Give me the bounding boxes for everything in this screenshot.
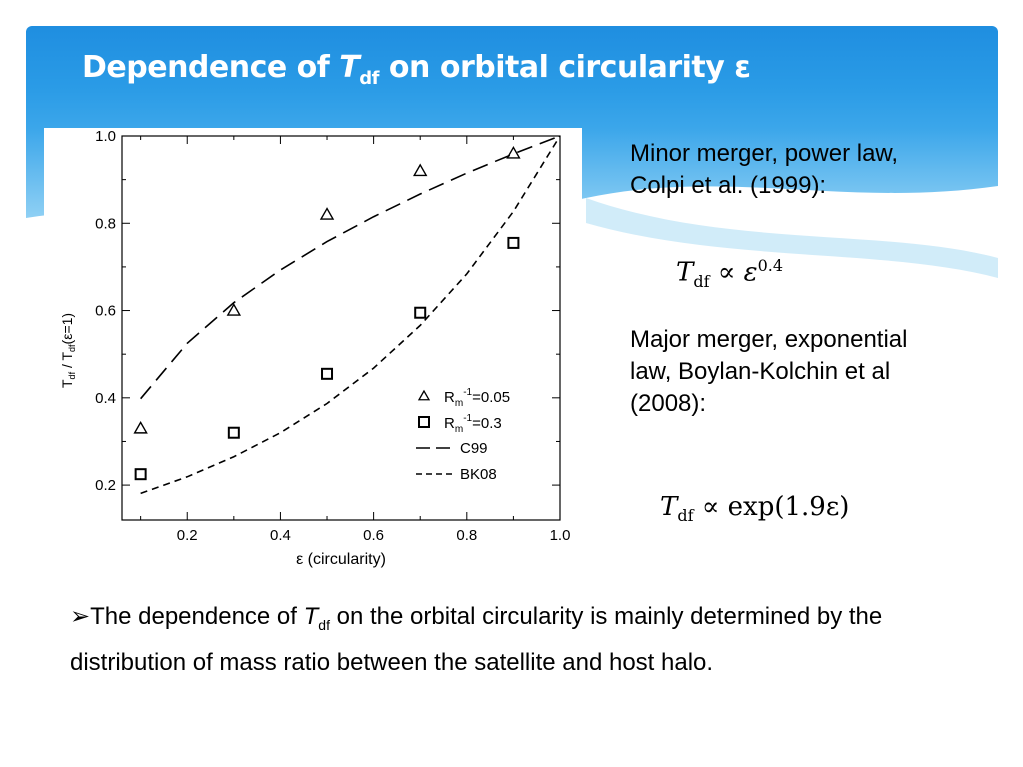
minor-merger-note: Minor merger, power law, Colpi et al. (1… bbox=[630, 140, 899, 199]
conclusion-bullet: ➢The dependence of Tdf on the orbital ci… bbox=[70, 598, 950, 681]
title-subscript: df bbox=[359, 68, 379, 89]
slide-title: Dependence of Tdf on orbital circularity… bbox=[82, 50, 751, 89]
formula2-sub: df bbox=[677, 506, 694, 526]
triangle-point bbox=[319, 207, 335, 220]
legend-label: Rm-1=0.3 bbox=[444, 413, 502, 435]
title-variable: T bbox=[339, 50, 360, 85]
y-tick-label: 0.8 bbox=[95, 215, 116, 232]
y-axis-label: Tdf / Tdf(ε=1) bbox=[59, 313, 77, 388]
exponential-law-formula: Tdf ∝ exp(1.9ε) bbox=[660, 492, 850, 526]
square-point bbox=[414, 306, 427, 319]
formula2-rel: ∝ bbox=[701, 492, 720, 522]
triangle-point bbox=[133, 420, 148, 434]
formula2-var: T bbox=[660, 492, 678, 522]
y-tick-label: 0.6 bbox=[95, 303, 116, 320]
triangle-point bbox=[506, 146, 521, 159]
title-prefix: Dependence of bbox=[82, 50, 340, 85]
y-tick-label: 1.0 bbox=[95, 128, 116, 145]
y-tick-label: 0.2 bbox=[95, 477, 116, 494]
legend: Rm-1=0.05 Rm-1=0.3 C99 BK08 bbox=[416, 387, 510, 483]
formula2-rhs: exp(1.9ε) bbox=[727, 492, 850, 522]
legend-label: Rm-1=0.05 bbox=[444, 387, 510, 409]
bullet-arrow-icon: ➢ bbox=[70, 603, 91, 630]
series-line-c99 bbox=[140, 135, 561, 400]
series-line-bk08 bbox=[140, 135, 561, 495]
formula1-base: ε bbox=[743, 257, 758, 288]
legend-label: BK08 bbox=[460, 466, 497, 483]
y-tick-label: 0.4 bbox=[95, 390, 116, 407]
chart: 0.2 0.4 0.6 0.8 1.0 0.2 0.4 0.6 0.8 1.0 Rm-1=0.05… bbox=[59, 128, 571, 568]
formula1-sub: df bbox=[693, 271, 710, 291]
power-law-formula: Tdf ∝ ε0.4 bbox=[672, 256, 788, 291]
x-tick-label: 0.4 bbox=[270, 527, 291, 544]
bullet-variable: T bbox=[303, 603, 319, 630]
legend-square-marker bbox=[418, 416, 430, 428]
bullet-subscript: df bbox=[318, 616, 330, 633]
legend-label: C99 bbox=[460, 440, 488, 457]
square-point bbox=[134, 468, 147, 481]
chart-panel: 0.2 0.4 0.6 0.8 1.0 0.2 0.4 0.6 0.8 1.0 Rm-1=0.05… bbox=[44, 128, 582, 568]
x-tick-label: 0.6 bbox=[363, 527, 384, 544]
x-tick-label: 1.0 bbox=[550, 527, 571, 544]
plot-frame bbox=[121, 135, 561, 521]
legend-triangle-marker bbox=[417, 389, 431, 401]
formula1-rel: ∝ bbox=[717, 257, 736, 288]
title-bar bbox=[26, 26, 998, 128]
square-point bbox=[227, 426, 240, 439]
triangle-point bbox=[413, 163, 428, 177]
title-suffix: on orbital circularity ε bbox=[378, 50, 751, 85]
bullet-text-part1: The dependence of bbox=[90, 603, 304, 630]
square-point bbox=[321, 367, 334, 380]
bullet-text-part2: on the orbital circularity is mainly det… bbox=[70, 603, 883, 676]
square-point bbox=[507, 236, 520, 249]
x-tick-label: 0.8 bbox=[456, 527, 477, 544]
formula1-exp: 0.4 bbox=[757, 256, 784, 275]
formula1-var: T bbox=[676, 257, 694, 288]
x-axis-label: ε (circularity) bbox=[296, 551, 386, 568]
x-tick-label: 0.2 bbox=[177, 527, 198, 544]
major-merger-note: Major merger, exponential law, Boylan-Ko… bbox=[630, 326, 908, 417]
triangle-point bbox=[226, 303, 242, 316]
